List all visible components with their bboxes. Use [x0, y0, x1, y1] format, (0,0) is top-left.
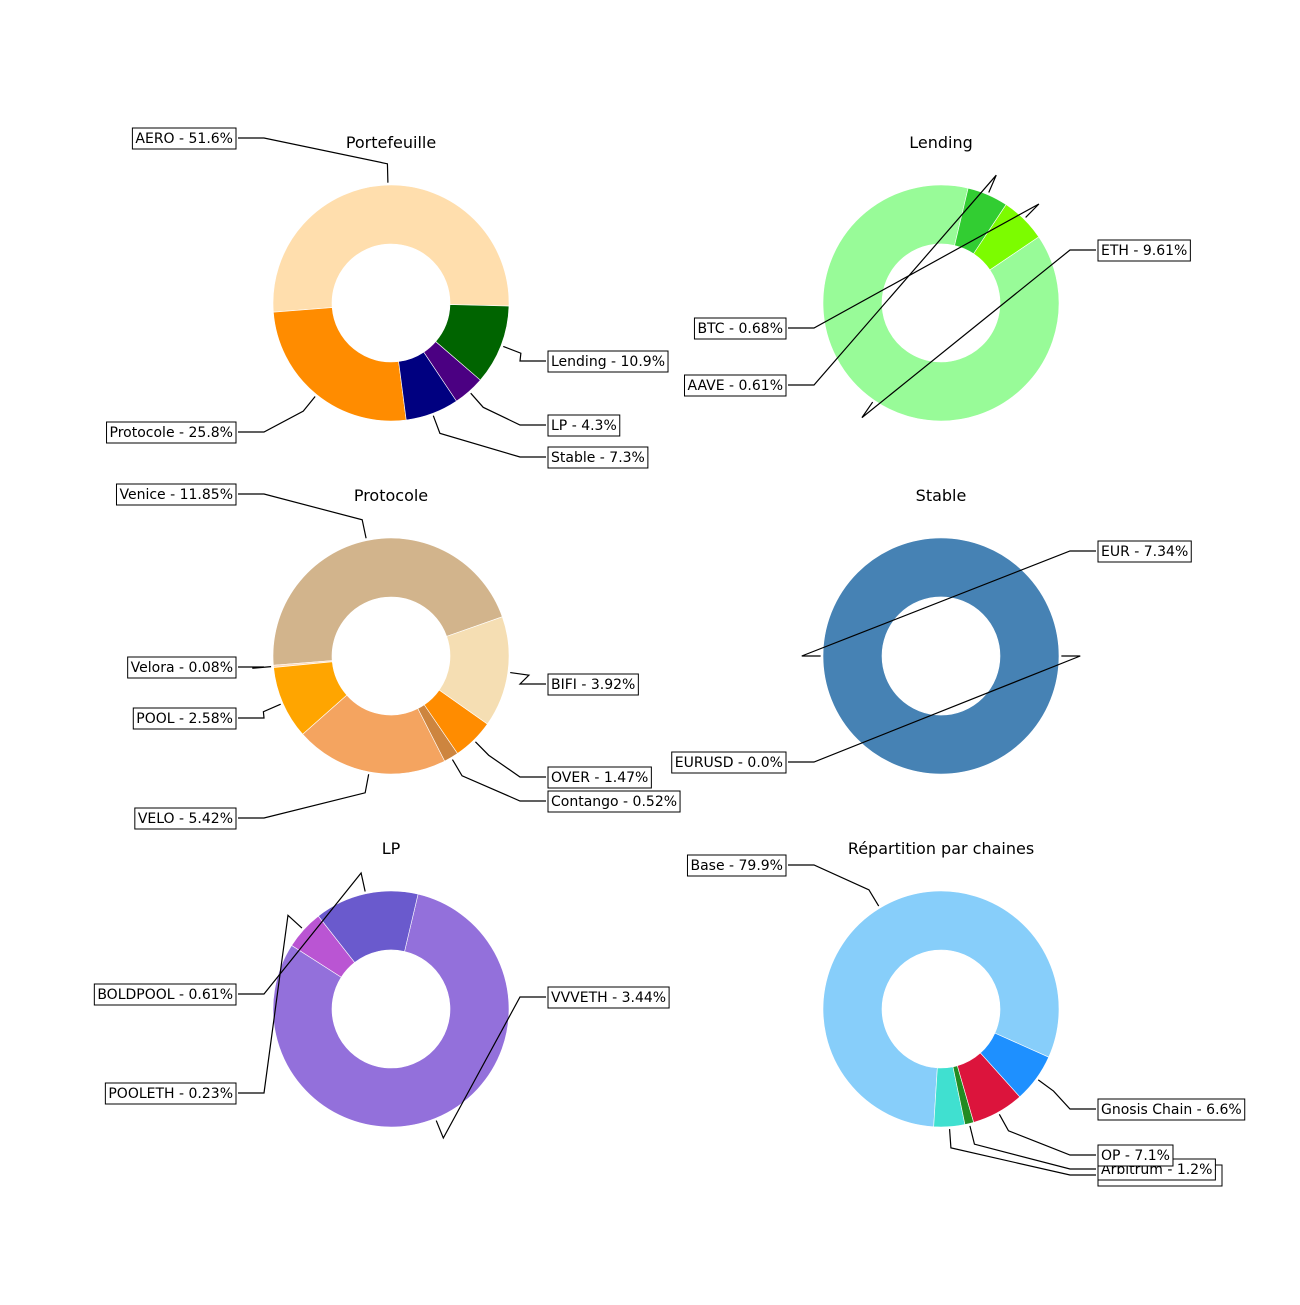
slice-label: VELO - 5.42% — [138, 811, 233, 827]
slice-label-box — [1097, 1098, 1246, 1121]
slice-aero-51-6 — [272, 184, 510, 313]
leader-line — [510, 671, 546, 685]
slice-label-box — [686, 854, 787, 877]
slice-label-box — [684, 374, 787, 397]
leader-line — [788, 655, 1081, 763]
slice-label: POOLETH - 0.23% — [108, 1086, 233, 1102]
chart-title: Portefeuille — [346, 133, 436, 152]
slice-label: AERO - 51.6% — [135, 131, 233, 147]
slice-protocole-25-8 — [273, 307, 407, 422]
leader-line — [238, 396, 316, 433]
leader-line — [238, 493, 367, 539]
slice-label: Gnosis Chain - 6.6% — [1101, 1102, 1242, 1118]
slice-label-box — [106, 421, 237, 444]
leader-line — [238, 914, 303, 1094]
slice-bifi-3-92 — [438, 616, 510, 725]
donut-chart-lending: Lending ETH - 9.61% BTC - 0.68% AAVE - 0.61… — [684, 133, 1191, 422]
leader-line — [998, 1113, 1096, 1156]
slice-label: EUR - 7.34% — [1101, 544, 1188, 560]
slice-pooleth-0-23 — [291, 915, 356, 978]
slice-label: Contango - 0.52% — [551, 794, 677, 810]
slice-label-box — [131, 127, 237, 150]
slice-label-box — [547, 673, 639, 696]
leader-line — [238, 665, 272, 669]
slice-label-box — [671, 751, 787, 774]
slice-label: BIFI - 3.92% — [551, 677, 635, 693]
slice-label-box — [547, 986, 670, 1009]
slice-label-box — [93, 983, 237, 1006]
leader-line — [470, 392, 546, 426]
slice-vvveth-3-44 — [272, 893, 510, 1128]
slice-label: Velora - 0.08% — [131, 660, 233, 676]
slice-label-box — [132, 707, 237, 730]
leader-line — [475, 741, 546, 778]
leader-line — [435, 996, 546, 1140]
slice-label: Protocole - 25.8% — [110, 425, 233, 441]
leader-line — [969, 1125, 1096, 1170]
chart-title: Stable — [916, 486, 967, 505]
slice-label-box — [547, 446, 649, 469]
leader-line — [503, 345, 546, 362]
slice-label-box — [693, 317, 787, 340]
slice-label: OP - 7.1% — [1101, 1148, 1170, 1164]
slice-eur-7-34 — [822, 537, 1060, 775]
leader-line — [788, 864, 880, 907]
leader-line — [788, 174, 997, 386]
slice-label-box — [115, 483, 237, 506]
chart-title: Protocole — [354, 486, 428, 505]
slice-label: Stable - 7.3% — [551, 450, 645, 466]
slice-label-box — [127, 656, 237, 679]
slice-label: Lending - 10.9% — [551, 354, 665, 370]
slice-label-box — [1097, 540, 1192, 563]
leader-line — [1037, 1079, 1096, 1110]
slice-label-box — [1097, 1144, 1174, 1167]
slice-venice-11-85 — [272, 537, 503, 666]
slice-label-box — [547, 790, 681, 813]
slice-label: Venice - 11.85% — [119, 487, 233, 503]
chart-title: Répartition par chaines — [848, 839, 1034, 858]
donut-chart-lp: LP VVVETH - 3.44% BOLDPOOL - 0.61% POOLETH … — [93, 839, 670, 1140]
leader-line — [238, 703, 281, 719]
slice-label: LP - 4.3% — [551, 418, 617, 434]
slice-label: ETH - 9.61% — [1101, 243, 1187, 259]
leader-line — [238, 871, 366, 995]
slice-label-box — [547, 414, 621, 437]
leader-line — [238, 137, 389, 183]
slice-label: OVER - 1.47% — [551, 770, 648, 786]
slice-label: BTC - 0.68% — [697, 321, 783, 337]
slice-label: EURUSD - 0.0% — [675, 755, 783, 771]
slice-label-box — [547, 766, 652, 789]
donut-chart-protocole: Protocole Venice - 11.85% Velora - 0.08% PO… — [115, 483, 681, 830]
leader-line — [861, 249, 1096, 419]
slice-label-box — [134, 807, 237, 830]
slice-aave-0-61 — [954, 187, 1007, 255]
slice-gnosis-chain-6-6 — [979, 1032, 1050, 1098]
slice-label-box — [547, 350, 669, 373]
slice-label: BOLDPOOL - 0.61% — [97, 987, 233, 1003]
donut-chart-portefeuille: Portefeuille AERO - 51.6% Protocole - 25.8… — [106, 127, 669, 469]
donut-chart-stable: Stable EUR - 7.34% EURUSD - 0.0% — [671, 486, 1192, 775]
leader-line — [432, 415, 546, 458]
slice-base-79-9 — [822, 890, 1060, 1128]
leader-line — [238, 774, 370, 819]
slice-label-box — [104, 1082, 237, 1105]
chart-title: Lending — [909, 133, 973, 152]
slice-label: Base - 79.9% — [690, 858, 783, 874]
slice-label-box — [1097, 239, 1191, 262]
chart-title: LP — [382, 839, 401, 858]
leader-line — [788, 203, 1040, 329]
slice-label: POOL - 2.58% — [136, 711, 233, 727]
slice-label: AAVE - 0.61% — [688, 378, 784, 394]
leader-line — [451, 759, 546, 802]
leader-line — [948, 1129, 1096, 1176]
slice-label: VVVETH - 3.44% — [551, 990, 666, 1006]
slice-eth-9-61 — [822, 184, 1060, 422]
slice-velo-5-42 — [302, 694, 446, 775]
leader-line — [801, 550, 1096, 657]
slice-lending-10-9 — [435, 304, 510, 381]
